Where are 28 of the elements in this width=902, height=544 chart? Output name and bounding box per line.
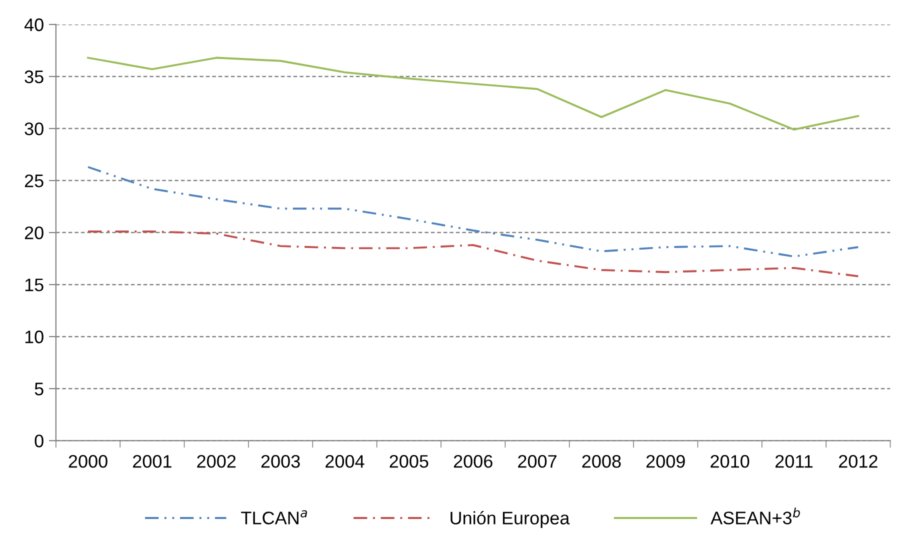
x-tick-label: 2001 — [133, 455, 172, 468]
line-series — [87, 166, 860, 258]
x-tick-label: 2012 — [839, 455, 878, 468]
legend-label: TLCAN$^{a}$ — [241, 510, 307, 524]
x-tick-label: 2010 — [710, 455, 750, 468]
x-tick-label: 2002 — [197, 455, 236, 468]
y-tick-label: 20 — [24, 226, 44, 240]
x-tick-label: 2009 — [646, 455, 685, 468]
y-tick-label: 40 — [24, 18, 44, 32]
y-tick-label: 25 — [24, 174, 44, 188]
y-tick-label: 15 — [25, 278, 44, 292]
line-series — [87, 230, 860, 278]
y-tick-label: 0 — [34, 434, 44, 448]
legend-label: Unión Europea — [450, 510, 570, 528]
y-tick-label: 30 — [24, 122, 44, 136]
legend-label: ASEAN+3$^{b}$ — [710, 508, 800, 524]
x-tick-label: 2006 — [454, 455, 492, 468]
x-tick-label: 2003 — [261, 455, 300, 468]
y-tick-label: 5 — [34, 382, 44, 396]
line-series — [87, 56, 860, 131]
x-tick-label: 2011 — [775, 455, 813, 468]
x-tick-label: 2000 — [68, 455, 108, 468]
x-tick-label: 2008 — [582, 455, 621, 468]
x-tick-label: 2007 — [518, 455, 556, 468]
x-tick-label: 2005 — [390, 455, 428, 468]
y-tick-label: 35 — [24, 70, 44, 84]
y-tick-label: 10 — [25, 330, 44, 344]
x-tick-label: 2004 — [326, 455, 364, 468]
